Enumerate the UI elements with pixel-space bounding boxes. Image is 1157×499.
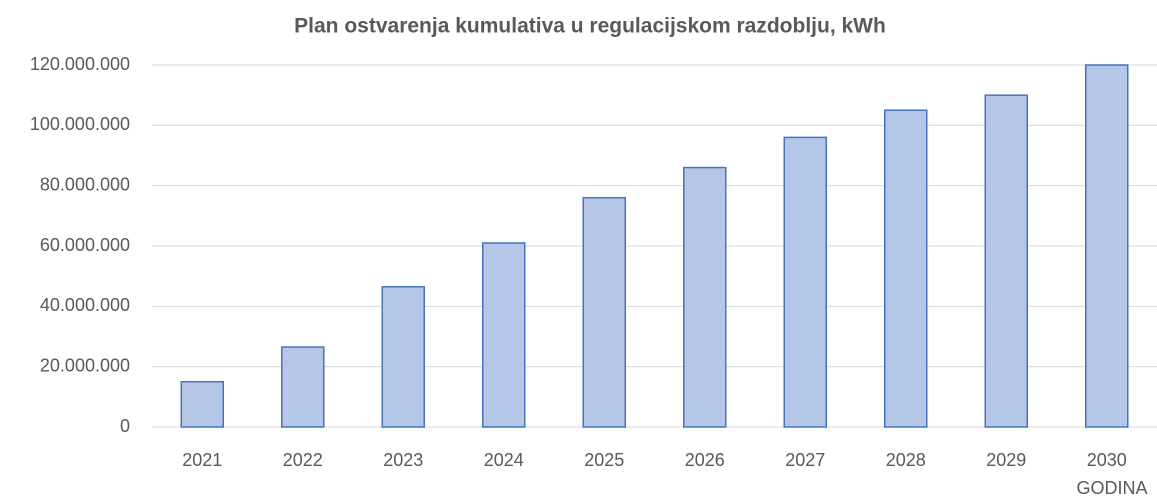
x-tick-label: 2027 — [785, 450, 825, 470]
x-tick-label: 2026 — [685, 450, 725, 470]
y-tick-label: 20.000.000 — [40, 355, 130, 375]
bar — [482, 242, 526, 428]
y-tick-label: 0 — [120, 416, 130, 436]
x-tick-label: 2021 — [182, 450, 222, 470]
y-tick-label: 120.000.000 — [30, 54, 130, 74]
bar — [984, 94, 1028, 428]
bar — [381, 285, 425, 428]
y-tick-label: 100.000.000 — [30, 114, 130, 134]
x-axis-label: GODINA — [1076, 478, 1147, 498]
bar — [582, 196, 626, 428]
x-tick-label: 2030 — [1087, 450, 1127, 470]
bar — [180, 381, 224, 428]
chart-title: Plan ostvarenja kumulativa u regulacijsk… — [294, 15, 886, 38]
x-tick-label: 2029 — [986, 450, 1026, 470]
y-tick-label: 40.000.000 — [40, 295, 130, 315]
x-tick-label: 2028 — [886, 450, 926, 470]
x-tick-label: 2024 — [484, 450, 524, 470]
x-tick-label: 2023 — [383, 450, 423, 470]
y-tick-label: 80.000.000 — [40, 174, 130, 194]
bar — [884, 109, 928, 428]
x-tick-label: 2025 — [584, 450, 624, 470]
bar — [1085, 64, 1129, 428]
bar — [783, 136, 827, 428]
bar — [281, 346, 325, 428]
y-tick-label: 60.000.000 — [40, 235, 130, 255]
bar — [683, 166, 727, 428]
x-tick-label: 2022 — [283, 450, 323, 470]
